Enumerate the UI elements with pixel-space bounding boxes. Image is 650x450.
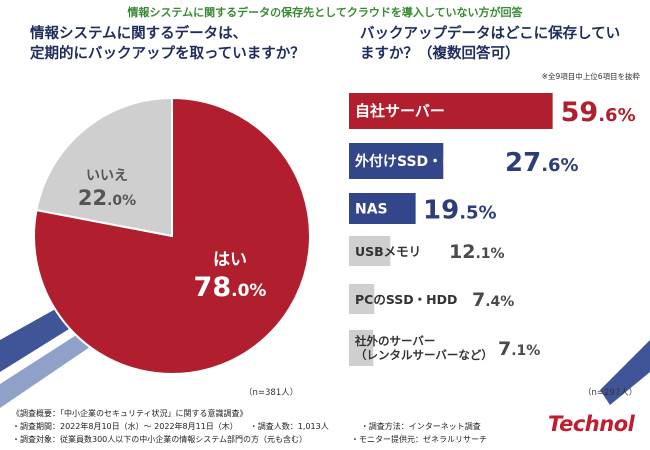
bar-3 — [349, 236, 391, 266]
right-question-line-2: ますか？（複数回答可） — [360, 46, 520, 62]
bar-4 — [349, 284, 375, 314]
left-question-line-1: 情報システムに関するデータは、 — [30, 26, 248, 42]
bar-0 — [349, 93, 553, 129]
pie-value-yes: 78.0% — [194, 272, 267, 303]
bar-value-label: 7.1% — [498, 338, 540, 360]
bar-2 — [349, 193, 416, 224]
bar-value-label: 7.4% — [472, 289, 514, 311]
bar-category-label: 自社サーバー — [355, 102, 445, 120]
bar-category-label: USBメモリ — [355, 244, 421, 259]
footer-line-1: 《調査概要：「中小企業のセキュリティ状況」に関する意識調査》 — [12, 409, 248, 418]
footer-line-3: ・調査対象：従業員数300人以下の中小企業の情報システム部門の方（元も含む） ・… — [12, 435, 488, 444]
bar-value-label: 19.5% — [423, 196, 497, 226]
bar-category-label: NAS — [355, 202, 388, 218]
bar-category-label: 外付けSSD・HDD — [355, 153, 477, 170]
bar-value-label: 59.6% — [561, 97, 636, 128]
bar-category-label: 社外のサーバー（レンタルサーバーなど） — [354, 334, 493, 362]
right-question-line-1: バックアップデータはどこに保存してい — [360, 26, 621, 42]
right-question: バックアップデータはどこに保存してい ますか？（複数回答可） — [360, 24, 650, 64]
bar-value-label: 12.1% — [449, 241, 505, 263]
navy-stripe-right — [600, 340, 650, 405]
left-sample-size: （n=381人） — [244, 388, 299, 398]
technol-logo: Technol — [548, 412, 635, 436]
right-sample-size: （n=297人） — [583, 388, 638, 398]
bar-value-label: 27.6% — [505, 148, 579, 178]
bar-category-label: PCのSSD・HDD — [355, 292, 457, 307]
bar-1 — [349, 143, 444, 179]
footer-line-2: ・調査期間：2022年8月10日（水）〜 2022年8月11日（木） ・調査人数… — [12, 422, 481, 431]
pie-slice-no — [35, 96, 173, 238]
left-question-line-2: 定期的にバックアップを取っていますか？ — [30, 46, 305, 62]
bar-5 — [349, 330, 374, 366]
pie-label-no: いいえ — [86, 168, 128, 184]
pie-value-no: 22.0% — [78, 186, 136, 210]
pie-label-yes: はい — [213, 250, 247, 270]
selection-note: ※全9項目中上位6項目を抜粋 — [541, 72, 640, 81]
left-question: 情報システムに関するデータは、 定期的にバックアップを取っていますか？ — [30, 24, 330, 64]
pie-slice-yes — [33, 96, 311, 375]
top-banner: 情報システムに関するデータの保存先としてクラウドを導入していない方が回答 — [127, 6, 523, 19]
